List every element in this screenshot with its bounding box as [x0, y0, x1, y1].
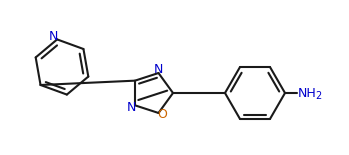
Text: NH: NH — [298, 86, 317, 100]
Text: O: O — [157, 108, 168, 122]
Text: N: N — [126, 101, 136, 114]
Text: N: N — [154, 62, 163, 75]
Text: 2: 2 — [315, 91, 322, 100]
Text: N: N — [49, 30, 58, 43]
